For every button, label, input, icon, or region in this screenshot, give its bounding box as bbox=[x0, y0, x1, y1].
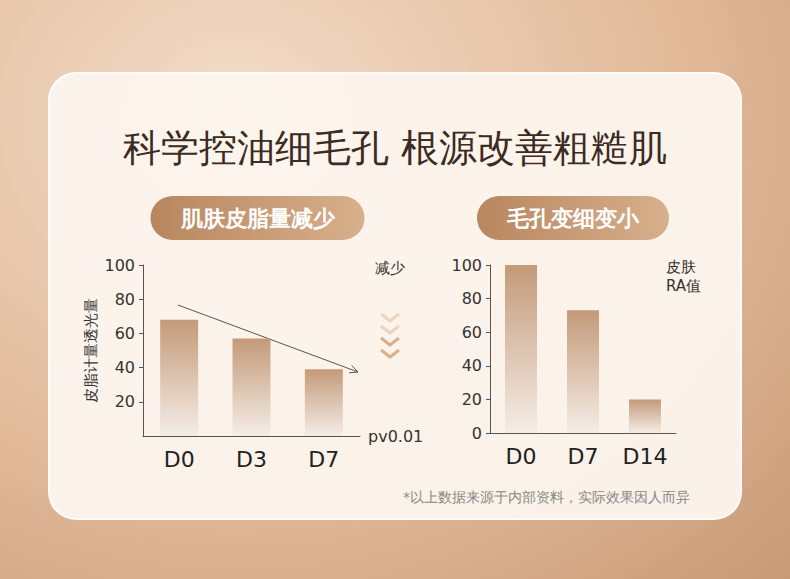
svg-text:80: 80 bbox=[462, 289, 482, 308]
svg-text:*以上数据来源于内部资料，实际效果因人而异: *以上数据来源于内部资料，实际效果因人而异 bbox=[403, 489, 690, 505]
svg-text:100: 100 bbox=[451, 256, 482, 275]
svg-text:0: 0 bbox=[472, 424, 482, 443]
svg-text:RA值: RA值 bbox=[666, 277, 701, 295]
svg-text:100: 100 bbox=[104, 256, 135, 275]
svg-text:40: 40 bbox=[462, 356, 482, 375]
svg-text:60: 60 bbox=[462, 323, 482, 342]
svg-text:减少: 减少 bbox=[375, 259, 405, 277]
svg-text:40: 40 bbox=[115, 358, 135, 377]
svg-text:20: 20 bbox=[462, 390, 482, 409]
svg-text:皮肤: 皮肤 bbox=[666, 258, 696, 276]
svg-text:D7: D7 bbox=[568, 444, 599, 469]
svg-text:D3: D3 bbox=[236, 447, 267, 472]
svg-text:毛孔变细变小: 毛孔变细变小 bbox=[506, 206, 640, 231]
svg-text:pv0.01: pv0.01 bbox=[368, 427, 423, 446]
svg-text:20: 20 bbox=[115, 392, 135, 411]
svg-text:80: 80 bbox=[115, 290, 135, 309]
svg-text:D14: D14 bbox=[623, 444, 668, 469]
svg-text:肌肤皮脂量减少: 肌肤皮脂量减少 bbox=[180, 206, 336, 231]
svg-text:D0: D0 bbox=[506, 444, 537, 469]
svg-text:D7: D7 bbox=[308, 447, 339, 472]
svg-text:D0: D0 bbox=[164, 447, 195, 472]
svg-text:科学控油细毛孔 根源改善粗糙肌: 科学控油细毛孔 根源改善粗糙肌 bbox=[123, 126, 667, 170]
svg-text:60: 60 bbox=[115, 324, 135, 343]
svg-text:皮脂计量透光量: 皮脂计量透光量 bbox=[82, 298, 100, 403]
